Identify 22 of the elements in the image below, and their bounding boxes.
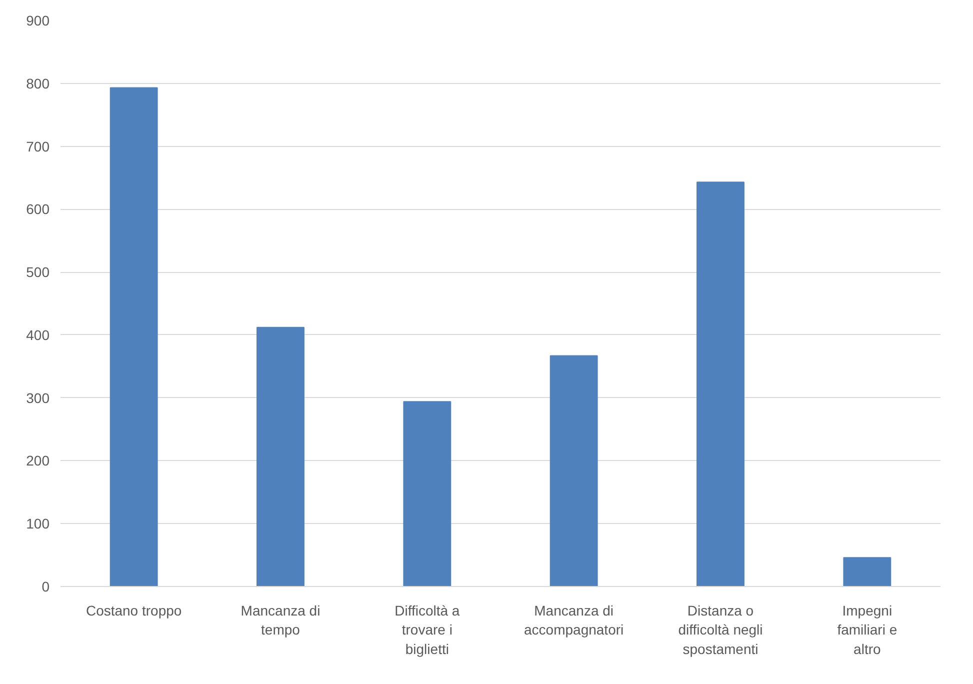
y-tick-label: 100 <box>26 516 50 532</box>
y-tick-label: 300 <box>26 390 50 406</box>
x-tick-label: Costano troppo <box>86 602 182 618</box>
bar <box>843 557 892 586</box>
y-tick-label: 200 <box>26 452 50 469</box>
y-tick-label: 700 <box>26 138 50 154</box>
y-tick-label: 0 <box>42 578 50 594</box>
y-tick-label: 500 <box>26 264 50 280</box>
bar <box>550 355 598 586</box>
x-tick-label: Mancanza di accompagnatori <box>524 602 624 638</box>
y-tick-label: 600 <box>26 201 50 218</box>
y-tick-label: 900 <box>26 12 50 28</box>
bar <box>403 401 452 586</box>
y-tick-label: 800 <box>26 75 50 92</box>
bar <box>110 87 158 586</box>
x-tick-label: Impegni familiari e altro <box>837 602 898 657</box>
bar <box>256 326 304 586</box>
x-tick-label: Difficoltà a trovare i biglietti <box>394 602 460 657</box>
x-tick-label: Mancanza di tempo <box>240 602 320 638</box>
x-tick-label: Distanza o difficoltà negli spostamenti <box>678 602 763 657</box>
bar <box>696 182 744 586</box>
y-tick-label: 400 <box>26 326 50 343</box>
